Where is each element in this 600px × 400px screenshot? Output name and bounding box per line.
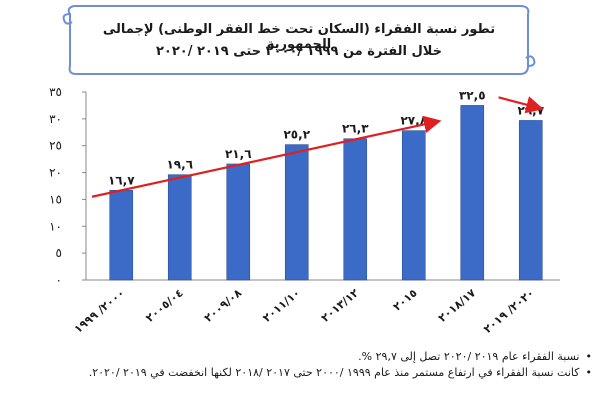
y-tick-label: ٣٠ [49,112,62,126]
title-banner [62,5,536,75]
banner-scroll-curl-left [62,13,73,25]
trend-arrows [91,96,544,198]
bar [167,174,192,281]
bars [109,105,543,281]
y-tick-label: ٢٠ [49,166,62,180]
y-tick-label: ١٠ [49,219,62,233]
data-label: ٢٥,٢ [283,128,310,142]
trend-arrow [91,115,442,198]
data-label: ٢١,٦ [225,147,252,161]
x-tick-label: ٢٠١٥ [391,286,420,313]
x-tick-labels: ٢٠٠٠/ ١٩٩٩ ٢٠٠٥/٠٤ ٢٠٠٩/٠٨ ٢٠١١/١٠ ٢٠١٣/١٢ ٢٠… [72,286,537,336]
note-text: كانت نسبة الفقراء في ارتفاع مستمر منذ عا… [88,366,580,379]
data-label: ١٦,٧ [108,173,135,187]
notes: • نسبة الفقراء عام ٢٠١٩ /٢٠٢٠ تصل إلى ٢٩,… [8,350,592,382]
x-tick-label: ٢٠٠٩/٠٨ [202,286,245,325]
bar [401,130,426,281]
x-tick-label: ٢٠٠٥/٠٤ [143,286,185,324]
bar [226,163,251,281]
y-tick-label: ٣٥ [49,85,62,99]
trend-arrow [498,96,544,114]
y-tick-label: ٢٥ [49,139,62,153]
data-label: ٢٦,٣ [342,122,369,136]
bar [343,138,368,281]
x-tick-label: ٢٠١٣/١٢ [319,286,362,325]
y-tick-label: ٠ [56,273,62,287]
chart-subtitle: خلال الفترة من ١٩٩٩ /٢٠٠٠ حتى ٢٠١٩ /٢٠٢٠ [155,44,443,59]
note-text: نسبة الفقراء عام ٢٠١٩ /٢٠٢٠ تصل إلى ٢٩,٧… [358,350,580,363]
bar [460,105,485,281]
data-label: ١٩,٦ [166,158,193,172]
bar [284,144,309,281]
y-tick-label: ٥ [56,246,62,260]
x-tick-label: ٢٠٢٠/ ٢٠١٩ [481,286,537,336]
bar [518,120,543,281]
note-item: • كانت نسبة الفقراء في ارتفاع مستمر منذ ع… [8,366,592,379]
y-tick-label: ١٥ [49,192,62,206]
data-label: ٣٢,٥ [459,88,486,102]
bullet-icon: • [585,350,593,363]
bar [109,189,134,281]
x-tick-label: ٢٠١١/١٠ [260,286,302,324]
chart-title: تطور نسبة الفقراء (السكان تحت خط الفقر ا… [102,22,496,52]
x-tick-label: ٢٠١٨/١٧ [436,286,479,325]
x-tick-label: ٢٠٠٠/ ١٩٩٩ [72,286,128,336]
banner-scroll-curl-right [525,55,536,67]
note-item: • نسبة الفقراء عام ٢٠١٩ /٢٠٢٠ تصل إلى ٢٩,… [8,350,592,363]
bullet-icon: • [585,366,593,379]
